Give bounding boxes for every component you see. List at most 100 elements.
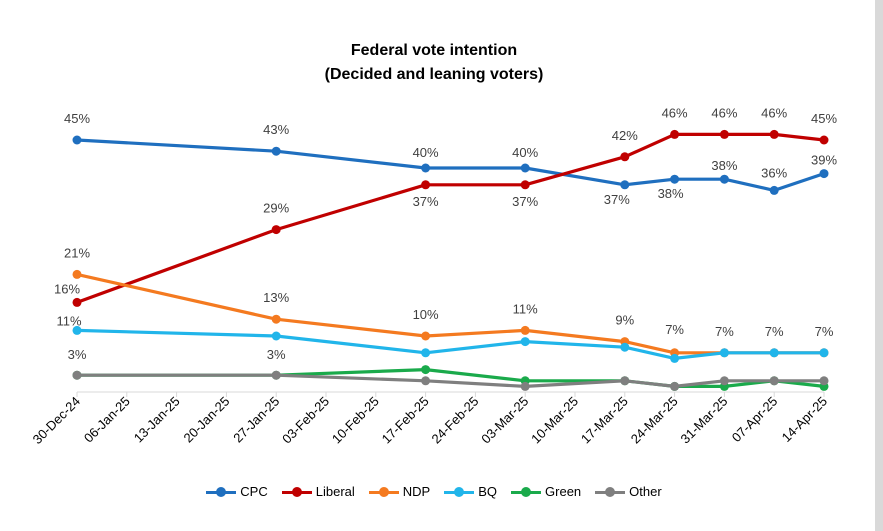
legend-swatch [281, 486, 312, 497]
data-label: 10% [413, 307, 439, 322]
data-point [421, 376, 431, 386]
data-label: 36% [761, 165, 787, 180]
data-point [421, 348, 431, 358]
data-point [421, 365, 431, 375]
data-point [271, 314, 281, 324]
x-tick-label: 31-Mar-25 [678, 394, 731, 447]
data-label: 46% [662, 105, 688, 120]
series-line-ndp [76, 272, 824, 355]
data-label: 42% [612, 128, 638, 143]
data-label: 7% [815, 324, 834, 339]
legend: CPC Liberal NDP BQ Green Other [0, 484, 868, 499]
legend-item-green: Green [511, 484, 581, 499]
data-point [819, 376, 829, 386]
data-label: 3% [267, 347, 286, 362]
data-label: 9% [615, 313, 634, 328]
x-tick-label: 10-Mar-25 [528, 394, 581, 447]
data-point [819, 348, 829, 358]
legend-label: CPC [240, 484, 268, 499]
data-label: 37% [604, 192, 630, 207]
data-point [769, 376, 779, 386]
legend-label: NDP [402, 484, 431, 499]
legend-swatch [595, 486, 626, 497]
data-point [620, 342, 630, 352]
data-point [271, 225, 281, 235]
x-tick-label: 13-Jan-25 [131, 394, 183, 446]
data-point [520, 381, 530, 391]
data-point [719, 129, 729, 139]
legend-swatch [444, 486, 475, 497]
x-tick-label: 30-Dec-24 [30, 394, 84, 448]
x-tick-label: 06-Jan-25 [81, 394, 133, 446]
data-point [670, 174, 680, 184]
data-point [72, 370, 82, 380]
x-tick-label: 03-Feb-25 [279, 394, 332, 447]
data-label: 40% [512, 145, 538, 160]
data-point [719, 174, 729, 184]
legend-label: BQ [478, 484, 498, 499]
data-point [72, 269, 82, 279]
x-tick-label: 27-Jan-25 [230, 394, 282, 446]
legend-item-liberal: Liberal [281, 484, 355, 499]
data-label: 38% [658, 186, 684, 201]
data-point [670, 353, 680, 363]
data-point [620, 180, 630, 190]
series-line-green [77, 368, 825, 388]
right-edge-bar [875, 0, 883, 531]
legend-label: Liberal [315, 484, 355, 499]
data-point [520, 180, 530, 190]
data-point [271, 331, 281, 341]
series-green [72, 365, 829, 391]
x-tick-label: 20-Jan-25 [181, 394, 233, 446]
data-label: 11% [56, 313, 81, 328]
data-point [520, 325, 530, 335]
data-point [72, 325, 82, 335]
data-point [719, 348, 729, 358]
x-tick-label: 10-Feb-25 [329, 394, 382, 447]
series-layer [72, 129, 829, 391]
x-tick-label: 07-Apr-25 [729, 394, 780, 445]
legend-swatch [206, 486, 237, 497]
series-bq [72, 325, 829, 363]
data-label: 3% [68, 347, 87, 362]
x-tick-label: 17-Feb-25 [379, 394, 432, 447]
chart-subtitle: (Decided and leaning voters) [324, 66, 544, 83]
data-point [421, 180, 431, 190]
x-tick-label: 24-Feb-25 [428, 394, 481, 447]
data-label: 46% [711, 105, 737, 120]
x-tick-label: 03-Mar-25 [478, 394, 531, 447]
data-label: 39% [811, 153, 837, 168]
series-other [72, 370, 829, 391]
x-axis: 30-Dec-2406-Jan-2513-Jan-2520-Jan-2527-J… [30, 391, 830, 448]
data-label: 40% [413, 145, 439, 160]
data-point [620, 152, 630, 162]
data-point [819, 169, 829, 179]
series-liberal [72, 129, 829, 307]
data-point [769, 129, 779, 139]
data-point [719, 376, 729, 386]
data-label: 43% [263, 122, 289, 137]
data-point [72, 297, 82, 307]
legend-swatch [511, 486, 542, 497]
legend-item-cpc: CPC [206, 484, 268, 499]
data-label: 7% [715, 324, 734, 339]
data-label: 11% [513, 301, 538, 316]
data-labels: 45% 43% 40% 40% 37% 38% 38% 36% 39% 16% 29% 37% 37% 4… [54, 105, 837, 362]
legend-swatch [368, 486, 399, 497]
data-label: 29% [263, 201, 289, 216]
data-point [271, 146, 281, 156]
series-ndp [72, 269, 829, 358]
data-label: 45% [811, 111, 837, 126]
data-point [421, 163, 431, 173]
data-label: 37% [413, 194, 439, 209]
legend-item-bq: BQ [444, 484, 497, 499]
x-tick-label: 24-Mar-25 [628, 394, 681, 447]
data-label: 13% [263, 290, 289, 305]
data-point [769, 185, 779, 195]
series-cpc [72, 135, 829, 195]
legend-label: Green [545, 484, 582, 499]
legend-label: Other [629, 484, 662, 499]
x-tick-label: 14-Apr-25 [779, 394, 830, 445]
